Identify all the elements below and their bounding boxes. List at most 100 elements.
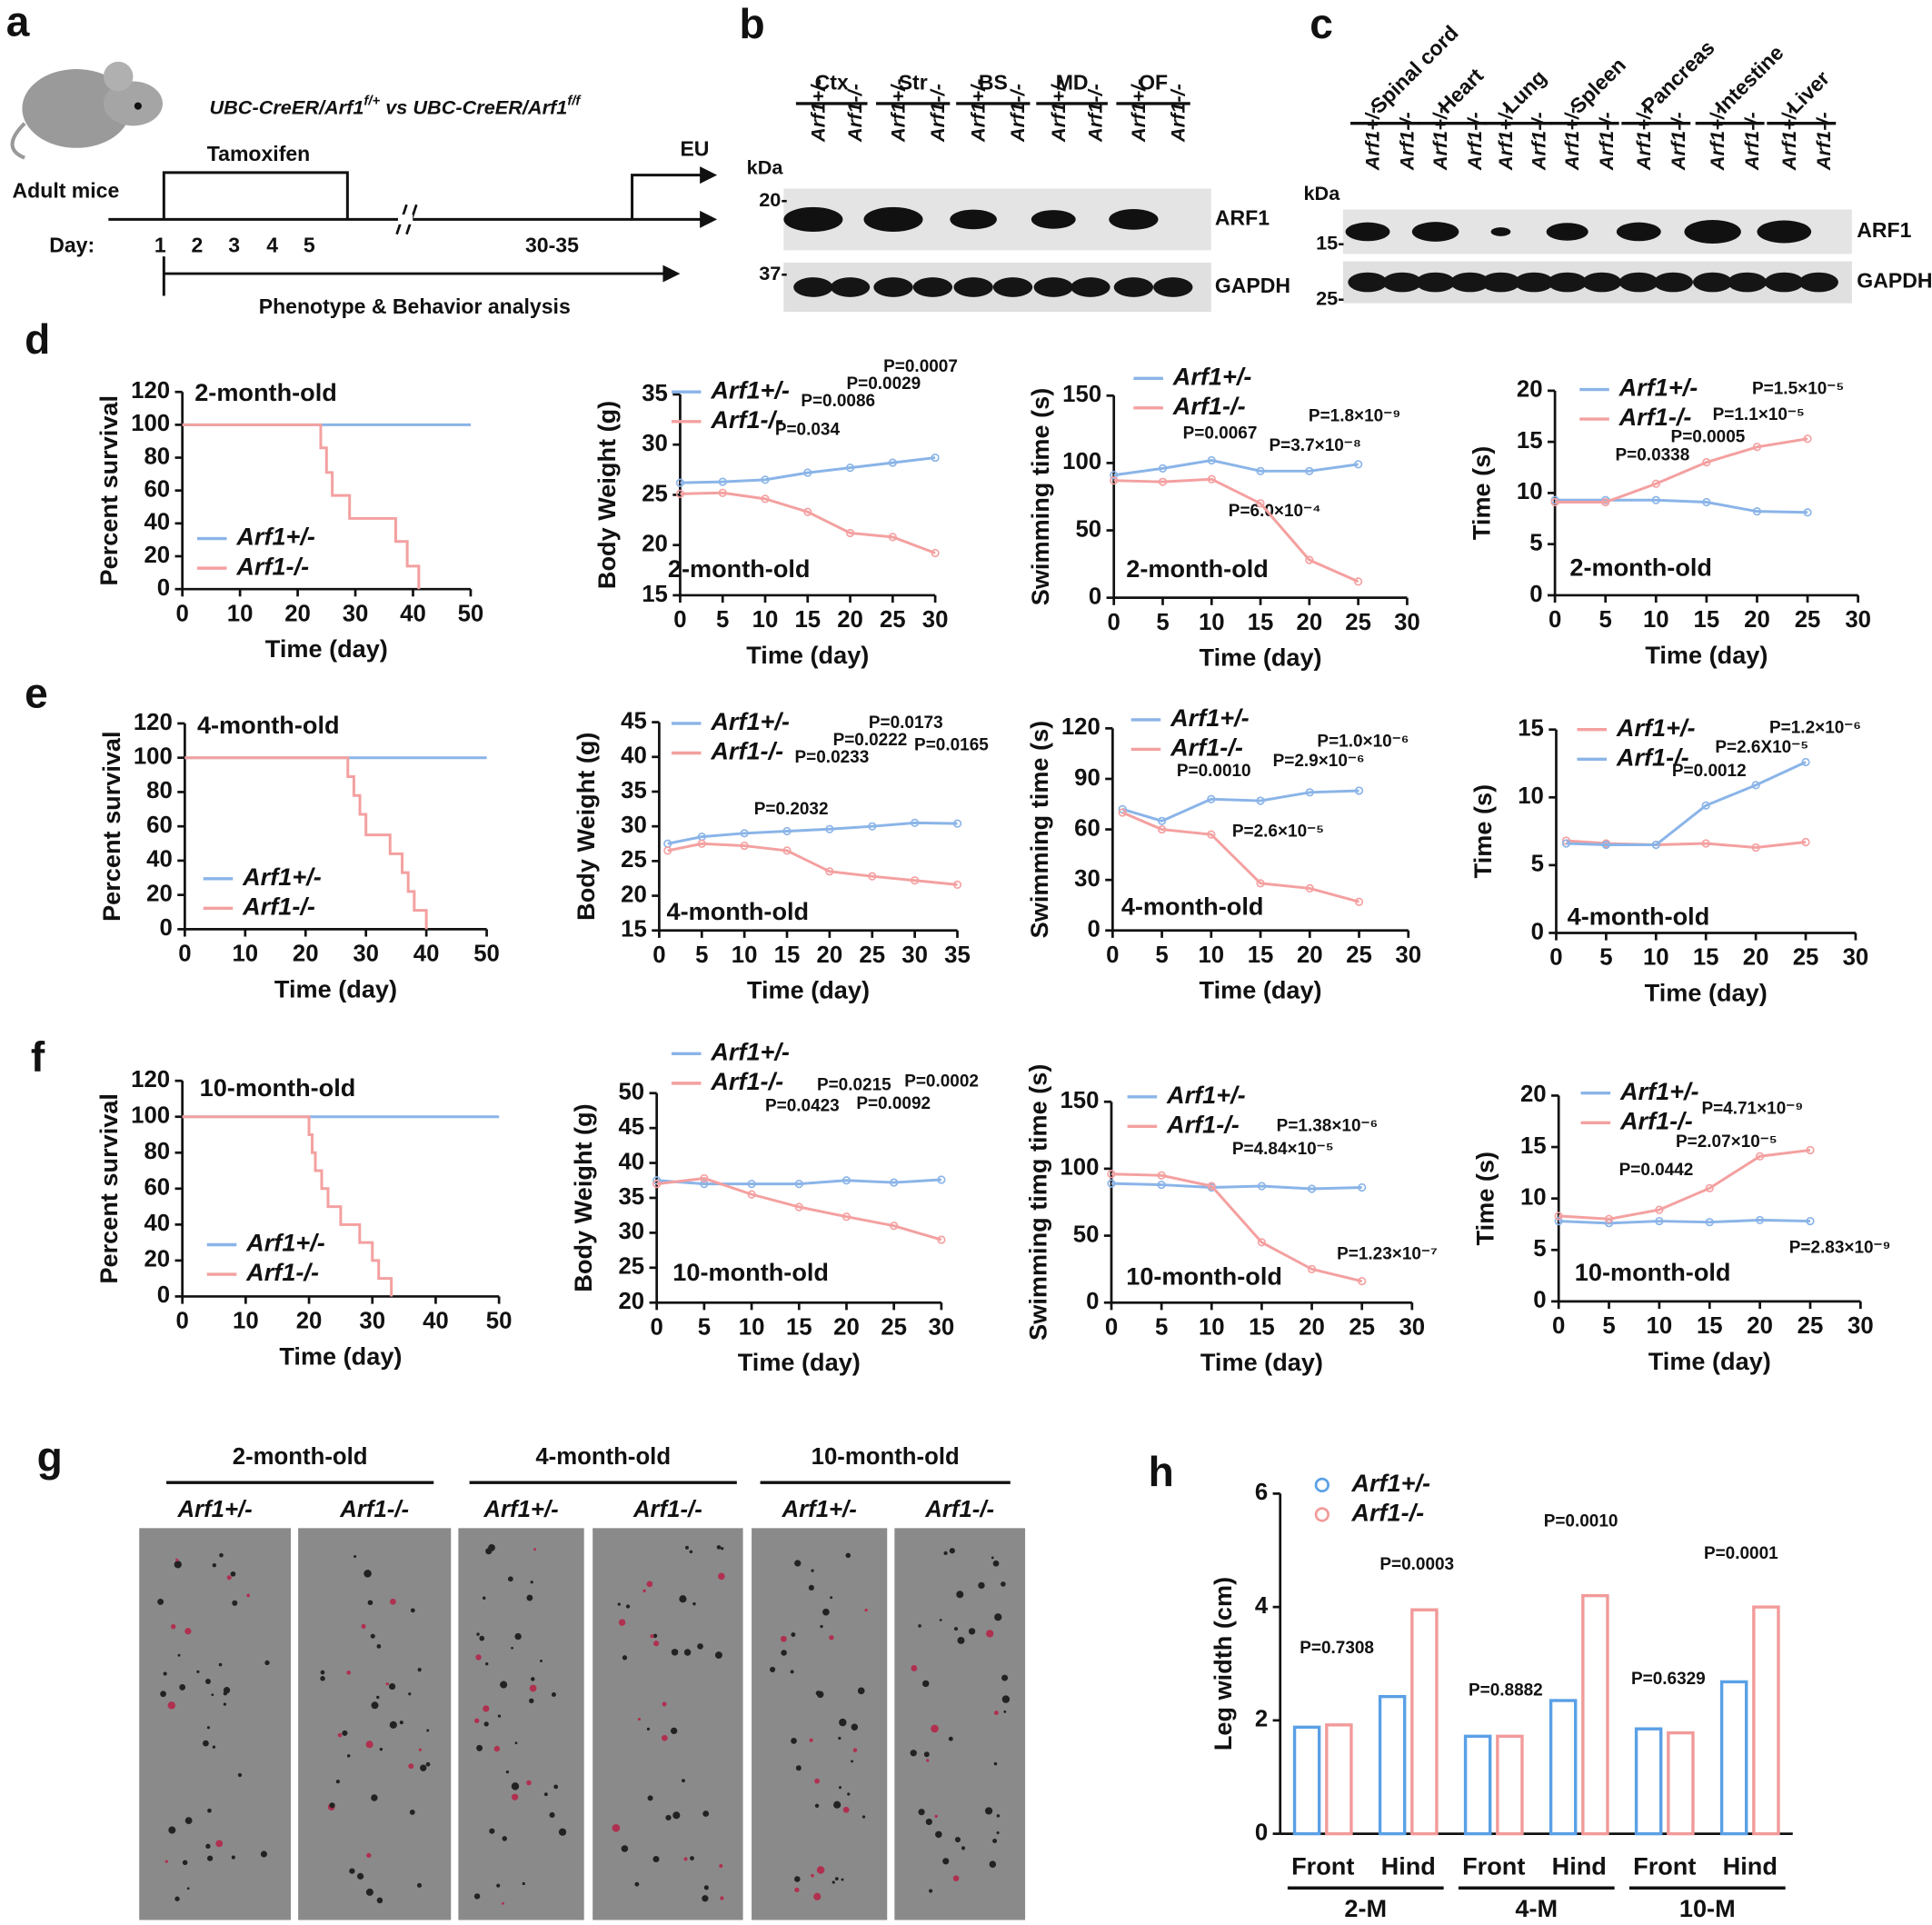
p-value: P=0.6329 — [1631, 1670, 1706, 1689]
p-value: P=0.0002 — [904, 1072, 979, 1092]
footprint — [489, 1828, 495, 1834]
y-tick-label: 40 — [144, 510, 170, 535]
band-label: GAPDH — [1215, 274, 1290, 297]
footprint — [781, 1650, 787, 1656]
legend-label: Arf1+/- — [235, 523, 315, 551]
x-axis-label: Time (day) — [274, 974, 397, 1002]
y-tick-label: 100 — [131, 411, 170, 436]
chart-title: 4-month-old — [1568, 902, 1710, 930]
footprint — [540, 1660, 543, 1662]
eu-label: EU — [680, 137, 709, 161]
x-axis-label: Time (day) — [1200, 1348, 1323, 1376]
chart-title: 2-month-old — [1126, 554, 1269, 583]
footprint-image — [458, 1528, 584, 1920]
lane-label: Arf1+/- — [806, 79, 829, 143]
band — [1616, 222, 1661, 242]
y-tick-label: 10 — [1518, 783, 1544, 809]
bar — [1325, 1723, 1353, 1836]
series-line — [1113, 458, 1359, 477]
footprint — [1001, 1695, 1011, 1703]
footprint — [389, 1682, 396, 1691]
y-tick-label: 60 — [1074, 815, 1100, 841]
y-tick-label: 45 — [621, 708, 647, 733]
panel-label: g — [37, 1433, 63, 1481]
footprint — [949, 1548, 955, 1554]
p-value: P=1.38×10⁻⁶ — [1277, 1116, 1379, 1135]
point — [1705, 1183, 1714, 1192]
lane-label: Arf1-/- — [1083, 84, 1106, 143]
x-tick-label: 15 — [1693, 945, 1719, 971]
footprint — [206, 1726, 211, 1730]
y-axis-label: Swimming timg time (s) — [1024, 1064, 1052, 1341]
y-tick-label: 20 — [621, 882, 647, 907]
x-tick-label: 30 — [343, 601, 369, 626]
footprint — [157, 1598, 164, 1605]
footprint — [956, 1591, 964, 1599]
footprint — [770, 1666, 776, 1673]
series-line — [1110, 1172, 1363, 1283]
footprint — [500, 1681, 508, 1689]
x-tick-label: 5 — [1599, 607, 1612, 633]
x-tick-label: 5 — [1602, 1313, 1615, 1339]
x-axis-label: Time (day) — [747, 976, 870, 1004]
footprint — [814, 1778, 821, 1784]
footprint — [697, 1643, 703, 1650]
footprint — [246, 1593, 251, 1598]
day: 30-35 — [525, 233, 579, 256]
x-tick-label: 5 — [1599, 945, 1612, 971]
bar — [1581, 1593, 1609, 1836]
p-value: P=0.0086 — [801, 392, 875, 411]
point — [1305, 555, 1314, 564]
footprint — [349, 1868, 355, 1874]
footprint — [952, 1875, 960, 1881]
band — [1480, 272, 1521, 293]
footprint — [925, 1818, 932, 1826]
p-value: P=4.71×10⁻⁹ — [1701, 1099, 1803, 1118]
y-tick-label: 100 — [131, 1103, 170, 1129]
x-tick-label: Hind — [1723, 1852, 1778, 1880]
footprint — [482, 1596, 486, 1601]
footprint — [978, 1581, 985, 1590]
footprint — [794, 1560, 802, 1567]
y-tick-label: 20 — [144, 1247, 170, 1272]
footprint — [553, 1784, 559, 1790]
footprint — [714, 1651, 722, 1660]
footprint — [502, 1836, 507, 1841]
legend-label: Arf1-/- — [1618, 403, 1692, 431]
x-tick-label: 50 — [473, 942, 500, 967]
footprint — [376, 1897, 383, 1904]
x-tick-label: 5 — [1155, 1315, 1168, 1341]
y-tick-label: 0 — [1255, 1820, 1268, 1845]
x-axis-label: Time (day) — [279, 1342, 402, 1370]
footprint — [496, 1883, 501, 1888]
age-label: 4-month-old — [535, 1444, 671, 1470]
panel-label: b — [740, 0, 765, 47]
legend-label: Arf1-/- — [242, 892, 315, 920]
x-axis-label: Time (day) — [265, 634, 388, 663]
p-value: P=0.0222 — [833, 731, 908, 750]
genotype-label: Arf1-/- — [924, 1497, 994, 1522]
footprint — [921, 1680, 930, 1688]
group-label: 4-M — [1515, 1894, 1558, 1922]
x-tick-label: 5 — [1156, 610, 1169, 635]
band — [1113, 277, 1154, 297]
y-tick-label: 80 — [146, 778, 173, 803]
legend-label: Arf1+/- — [245, 1229, 325, 1257]
title-part: f/+ — [363, 94, 380, 108]
band — [873, 277, 913, 297]
footprint — [816, 1866, 825, 1874]
footprint — [622, 1655, 628, 1661]
x-tick-label: 40 — [423, 1309, 449, 1334]
adult-label: Adult mice — [13, 179, 120, 203]
footprint — [652, 1855, 660, 1863]
lane-label: Arf1-/- — [1740, 112, 1763, 171]
footprint — [839, 1718, 847, 1727]
p-value: P=0.0012 — [1672, 762, 1747, 781]
genotype-label: Arf1-/- — [632, 1497, 702, 1522]
p-value: P=0.034 — [775, 420, 841, 439]
legend-marker — [1314, 1507, 1329, 1522]
y-axis-label: Body Weight (g) — [569, 1103, 597, 1292]
p-value: P=0.0173 — [869, 713, 943, 733]
band — [992, 277, 1033, 297]
footprint — [526, 1594, 533, 1601]
